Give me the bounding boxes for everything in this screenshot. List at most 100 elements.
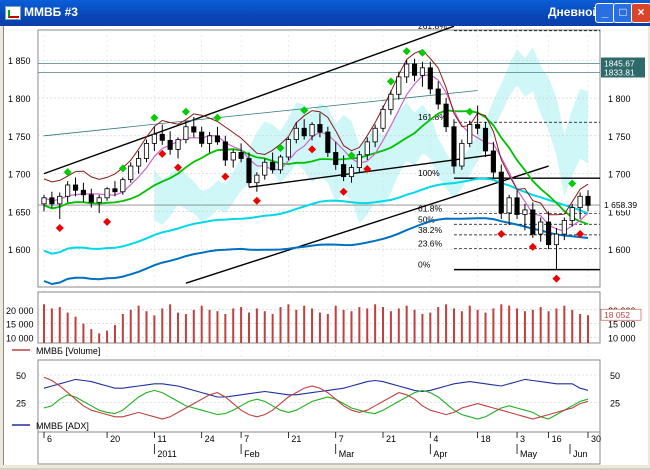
volume-bar bbox=[74, 316, 77, 343]
candle-up bbox=[404, 63, 410, 78]
volume-last-box bbox=[600, 308, 642, 321]
price-tick-right: 1 700 bbox=[608, 170, 631, 180]
volume-bar bbox=[232, 308, 235, 343]
price-tick-right: 1 600 bbox=[608, 245, 631, 255]
volume-bar bbox=[177, 312, 180, 343]
sell-signal-marker bbox=[576, 230, 585, 239]
volume-bar bbox=[311, 308, 314, 343]
candle-up bbox=[206, 135, 213, 144]
volume-bar bbox=[50, 308, 53, 343]
ma-mid-line bbox=[43, 109, 589, 226]
buy-signal-marker bbox=[386, 77, 395, 86]
candle-up bbox=[254, 174, 260, 184]
price-tag: 1833.81 bbox=[604, 67, 635, 77]
sell-signal-marker bbox=[221, 172, 230, 181]
buy-signal-marker bbox=[150, 113, 159, 122]
candle-up bbox=[309, 124, 315, 137]
candle-up bbox=[136, 158, 142, 167]
volume-bar bbox=[295, 309, 298, 343]
buy-signal-marker bbox=[118, 164, 127, 173]
volume-bar bbox=[413, 309, 416, 343]
kumo-cloud bbox=[154, 47, 588, 226]
sell-signal-marker bbox=[158, 149, 167, 158]
chart-area[interactable]: 261.8%161.8%100%61.8%50%38.2%23.6%0% 1 6… bbox=[3, 21, 648, 465]
candle-down bbox=[325, 131, 331, 153]
volume-bar bbox=[161, 308, 164, 343]
x-month-label: 2011 bbox=[157, 449, 176, 459]
candle-up bbox=[104, 188, 110, 199]
buy-signal-marker bbox=[568, 179, 577, 188]
candle-down bbox=[222, 141, 228, 161]
volume-bar bbox=[318, 312, 321, 343]
volume-bar bbox=[421, 313, 424, 343]
volume-bar bbox=[500, 304, 503, 343]
volume-bar bbox=[224, 313, 227, 343]
volume-tick-left: 10 000 bbox=[6, 333, 34, 343]
candle-down bbox=[530, 209, 536, 235]
price-panel: 261.8%161.8%100%61.8%50%38.2%23.6%0% 1 6… bbox=[8, 21, 645, 432]
candle-up bbox=[143, 142, 150, 159]
x-day-label: 7 bbox=[244, 434, 249, 444]
sell-signal-marker bbox=[528, 242, 537, 251]
x-day-label: 3 bbox=[520, 434, 525, 444]
fibo-label: 100% bbox=[418, 168, 440, 178]
title-bar[interactable]: ММВБ #3 Дневной _ □ × bbox=[0, 0, 650, 26]
candle-up bbox=[522, 209, 528, 215]
candle-up bbox=[277, 156, 284, 171]
adx-tick-right: 25 bbox=[610, 399, 620, 409]
candle-down bbox=[475, 124, 481, 129]
volume-bar bbox=[539, 307, 542, 343]
buy-signal-marker bbox=[347, 151, 356, 160]
buy-signal-marker bbox=[418, 48, 427, 57]
volume-bar bbox=[350, 311, 353, 343]
candle-up bbox=[183, 126, 189, 141]
volume-bar bbox=[66, 312, 69, 343]
moving-averages bbox=[43, 49, 589, 286]
buy-signal-marker bbox=[465, 107, 474, 116]
sell-signal-marker bbox=[252, 196, 261, 205]
candle-up bbox=[506, 197, 512, 214]
x-month-label: Apr bbox=[433, 449, 447, 459]
minus_di-line bbox=[43, 376, 589, 420]
tenkan-line bbox=[43, 49, 589, 216]
volume-bar bbox=[247, 312, 250, 343]
candle-down bbox=[317, 124, 323, 133]
chart-svg[interactable]: 261.8%161.8%100%61.8%50%38.2%23.6%0% 1 6… bbox=[4, 21, 648, 465]
candle-down bbox=[490, 150, 496, 173]
x-month-label: May bbox=[520, 449, 538, 459]
candle-up bbox=[348, 167, 355, 178]
price-tick-right: 1 650 bbox=[608, 207, 631, 217]
candle-down bbox=[191, 126, 197, 133]
x-day-label: 24 bbox=[205, 434, 215, 444]
volume-bar bbox=[82, 323, 85, 343]
price-tick-left: 1 850 bbox=[8, 56, 31, 66]
volume-bar bbox=[200, 305, 203, 343]
adx-line bbox=[43, 378, 589, 398]
volume-bar bbox=[468, 305, 471, 343]
volume-bar bbox=[382, 307, 385, 343]
volume-bar bbox=[460, 311, 463, 343]
x-day-label: 11 bbox=[157, 434, 166, 444]
candle-down bbox=[498, 171, 504, 214]
candle-up bbox=[372, 127, 378, 143]
sell-signal-marker bbox=[308, 145, 317, 154]
candle-down bbox=[80, 189, 86, 196]
candle-down bbox=[482, 127, 489, 152]
candle-down bbox=[88, 194, 94, 203]
volume-legend: ММВБ [Volume] bbox=[36, 346, 100, 356]
maximize-button[interactable]: □ bbox=[613, 3, 633, 23]
x-day-label: 20 bbox=[110, 434, 120, 444]
close-button[interactable]: × bbox=[631, 3, 650, 23]
volume-tick-right: 15 000 bbox=[608, 320, 636, 330]
minimize-button[interactable]: _ bbox=[595, 3, 615, 23]
x-day-label: 16 bbox=[552, 434, 562, 444]
candle-up bbox=[175, 139, 181, 150]
candle-up bbox=[151, 133, 157, 144]
volume-bar bbox=[303, 305, 306, 343]
candle-up bbox=[577, 195, 583, 209]
fibo-label: 0% bbox=[418, 260, 431, 270]
price-tick-right: 1 800 bbox=[608, 94, 631, 104]
price-tag: 1 658.39 bbox=[604, 200, 637, 210]
